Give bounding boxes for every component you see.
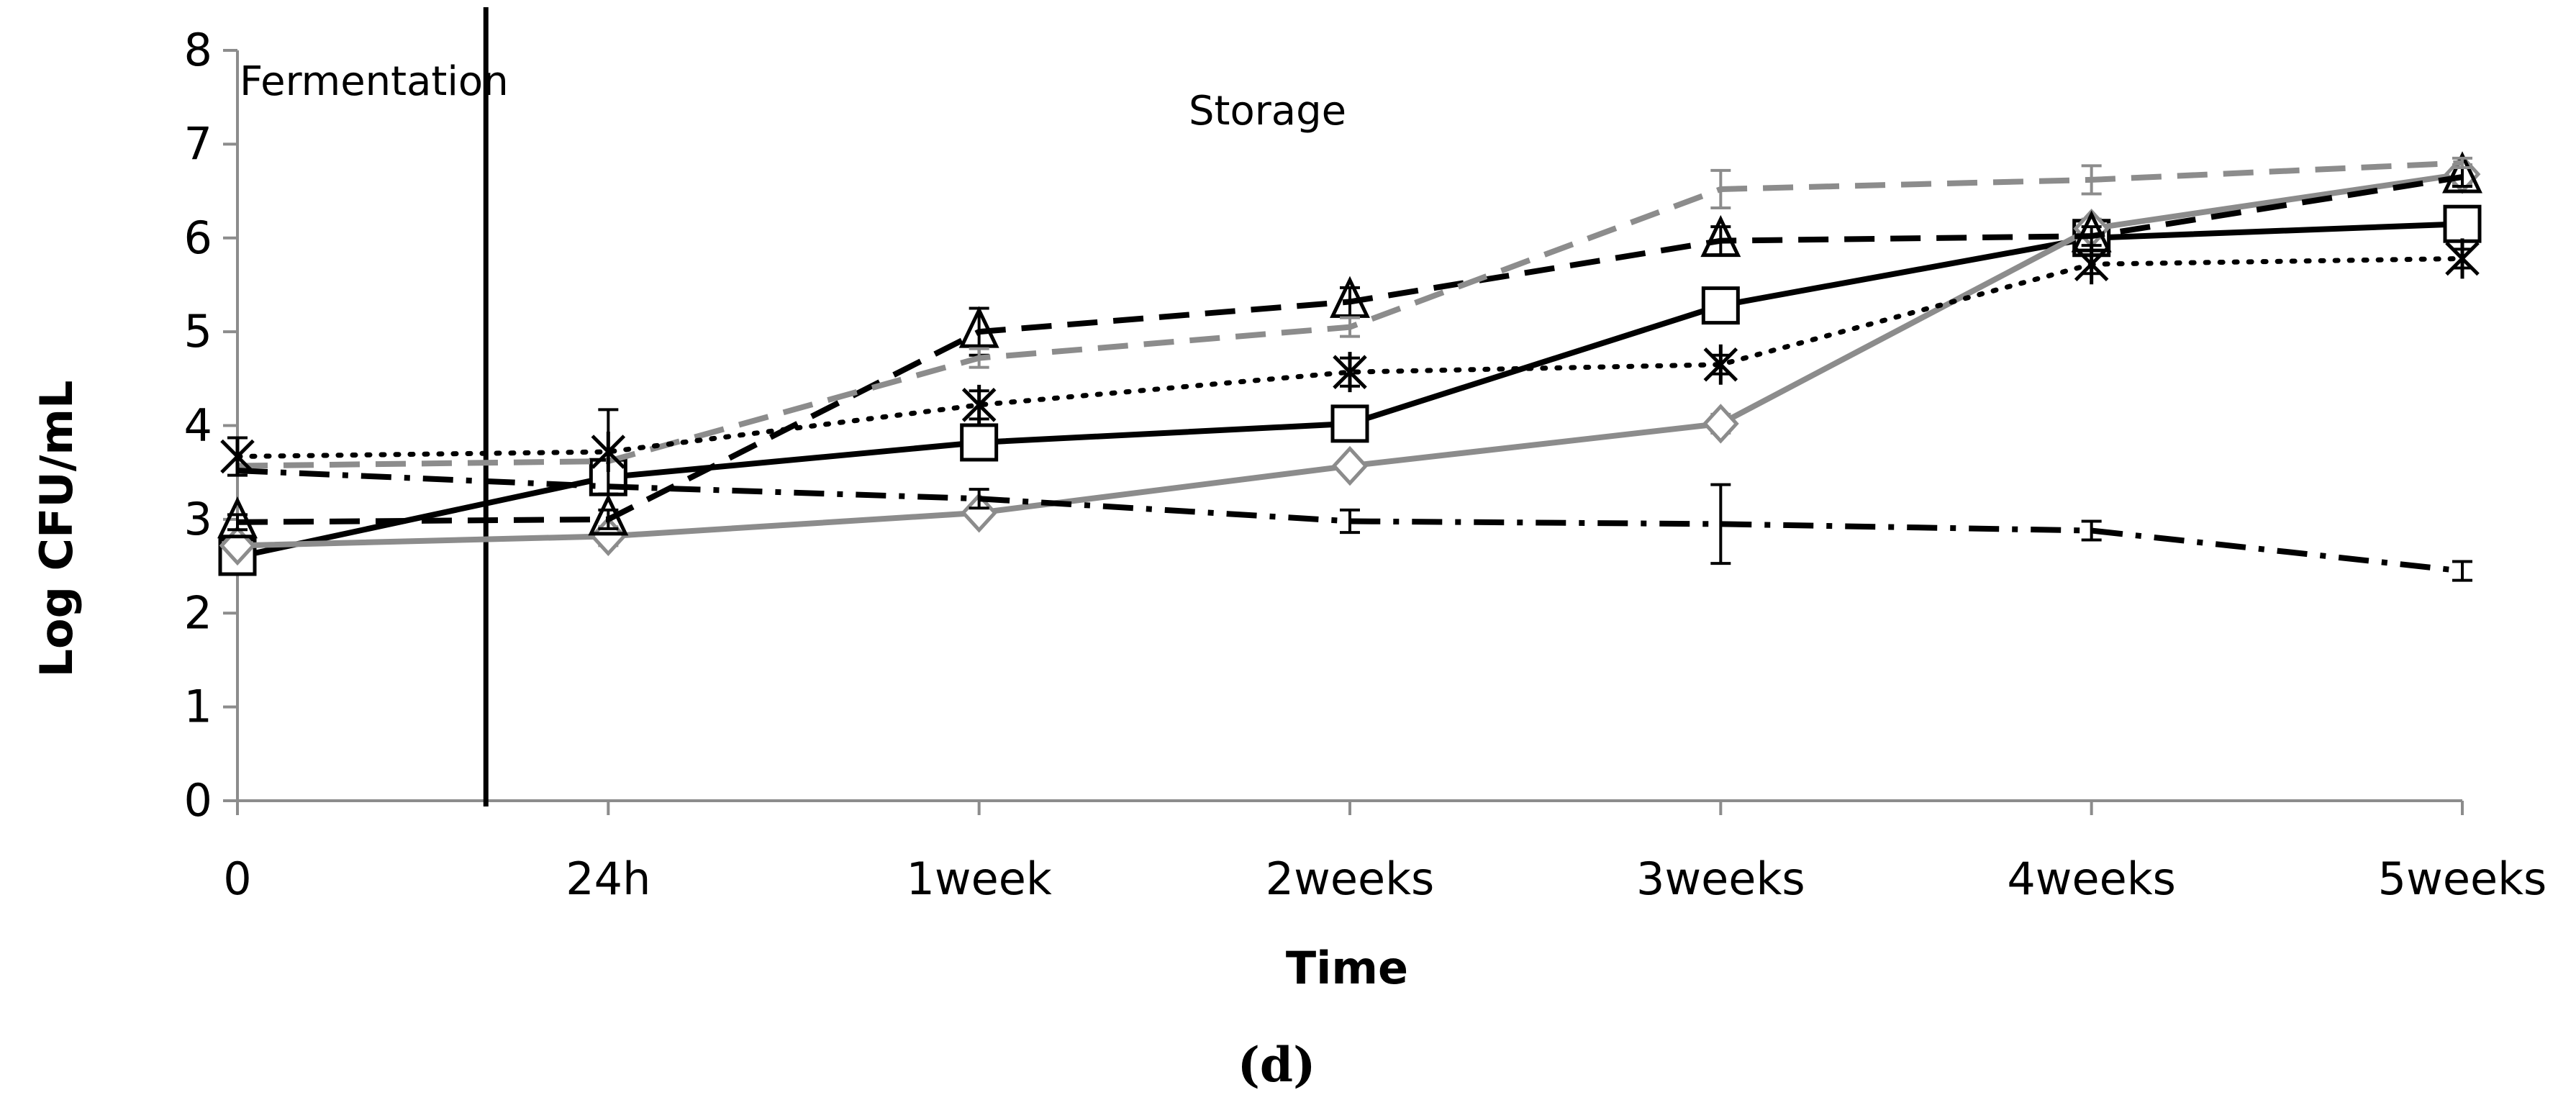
y-tick-label: 5 — [184, 305, 212, 358]
data-point — [1330, 404, 1369, 443]
x-tick-label: 3weeks — [1636, 853, 1805, 905]
x-tick-label: 4weeks — [2007, 853, 2176, 905]
data-point — [2445, 238, 2480, 279]
x-tick-label: 1week — [906, 853, 1051, 905]
y-tick-label: 0 — [184, 774, 212, 827]
x-tick-label: 24h — [566, 853, 650, 905]
fermentation-label: Fermentation — [240, 58, 509, 105]
data-point — [1700, 214, 1741, 258]
storage-label: Storage — [1189, 88, 1346, 135]
data-point — [1703, 344, 1738, 385]
series-layer — [217, 151, 2482, 582]
y-tick-label: 4 — [184, 399, 212, 452]
y-axis-title: Log CFU/mL — [30, 380, 83, 677]
series-dotted-black-star — [220, 238, 2480, 496]
series-line — [237, 174, 2463, 525]
data-point — [217, 496, 258, 539]
data-point — [1331, 445, 1369, 486]
x-tick-label: 5weeks — [2378, 853, 2547, 905]
x-tick-label: 2weeks — [1266, 853, 1435, 905]
series-dashed-black-triangle — [217, 151, 2482, 539]
data-point — [2074, 244, 2109, 285]
x-tick-label: 0 — [223, 853, 251, 905]
data-point — [2442, 151, 2482, 194]
y-tick-label: 1 — [184, 681, 212, 733]
labels-layer: Fermentation Storage Time Log CFU/mL (d) — [30, 58, 1408, 1093]
data-point — [588, 494, 629, 536]
y-tick-label: 8 — [184, 24, 212, 76]
figure-caption: (d) — [1238, 1037, 1316, 1093]
y-tick-label: 7 — [184, 117, 212, 170]
data-point — [220, 436, 255, 477]
x-axis-title: Time — [1286, 942, 1408, 994]
data-point — [958, 306, 999, 348]
data-point — [1702, 404, 1739, 444]
data-point — [2443, 204, 2482, 243]
axes: 0 1 2 3 4 5 6 7 8 0 24h 1week 2weeks 3weeks 4weeks 5wee… — [184, 7, 2547, 905]
y-tick-label: 2 — [184, 586, 212, 639]
y-tick-label: 3 — [184, 493, 212, 545]
y-tick-label: 6 — [184, 212, 212, 264]
series-dashdot-black-plain — [237, 468, 2472, 582]
data-point — [961, 493, 998, 533]
data-point — [960, 423, 999, 462]
data-point — [591, 432, 626, 473]
data-point — [1330, 276, 1370, 318]
data-point — [1333, 352, 1367, 393]
data-point — [1701, 286, 1740, 325]
data-point — [961, 384, 997, 425]
